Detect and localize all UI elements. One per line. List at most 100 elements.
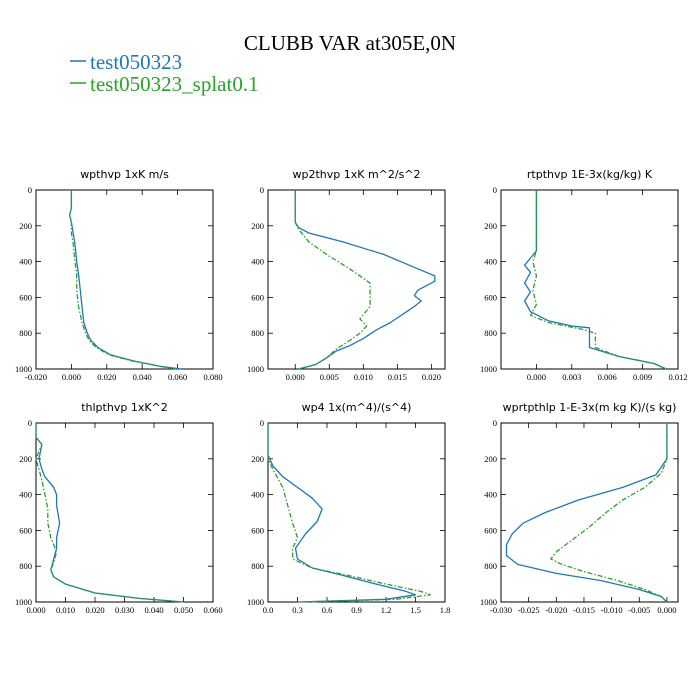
panel-title: wp4 1x(m^4)/(s^4) (302, 401, 412, 414)
y-tick-label: 400 (19, 257, 32, 267)
x-tick-label: 0.010 (56, 605, 75, 615)
y-tick-label: 200 (251, 454, 264, 464)
x-tick-label: 0.3 (292, 605, 303, 615)
panel-title: wp2thvp 1xK m^2/s^2 (292, 168, 420, 181)
x-tick-label: -0.015 (573, 605, 595, 615)
legend-label-test050323-splat: test050323_splat0.1 (90, 72, 259, 96)
plot-frame (500, 422, 679, 603)
y-tick-label: 800 (484, 328, 497, 338)
figure-title: CLUBB VAR at305E,0N (244, 31, 456, 55)
y-tick-label: 200 (19, 454, 32, 464)
y-tick-label: 400 (19, 490, 32, 500)
panel-6: wprtpthlp 1-E-3x(m kg K)/(s kg) 0 200 400 60… (480, 401, 679, 615)
y-tick-label: 1000 (15, 597, 32, 607)
x-tick-label: 0.040 (144, 605, 163, 615)
panel-1: wpthvp 1xK m/s 0 200 400 600 800 1000-0.020 0.0… (15, 168, 223, 382)
y-tick-label: 800 (19, 561, 32, 571)
y-tick-label: 1000 (480, 364, 497, 374)
series-line-test050323 (523, 190, 667, 370)
x-tick-label: 0.012 (668, 372, 687, 382)
y-tick-label: 400 (251, 490, 264, 500)
y-tick-label: 1000 (247, 597, 264, 607)
x-tick-label: 1.2 (381, 605, 392, 615)
x-tick-label: 0.005 (320, 372, 339, 382)
x-tick-label: 0.020 (85, 605, 104, 615)
y-tick-label: 400 (484, 257, 497, 267)
y-tick-label: 0 (28, 185, 32, 195)
x-tick-label: 1.8 (440, 605, 451, 615)
y-tick-label: 200 (484, 454, 497, 464)
x-tick-label: 0.010 (354, 372, 373, 382)
y-tick-label: 1000 (15, 364, 32, 374)
y-tick-label: 600 (251, 292, 264, 302)
y-tick-label: 0 (28, 418, 32, 428)
series-line-test050323-splat (550, 423, 668, 603)
x-tick-label: 0.015 (388, 372, 407, 382)
x-tick-label: 1.5 (410, 605, 421, 615)
legend-label-test050323: test050323 (90, 50, 182, 74)
plot-frame (35, 189, 214, 370)
panel-title: thlpthvp 1xK^2 (81, 401, 168, 414)
series-line-test050323-splat (529, 190, 667, 370)
x-tick-label: 0.040 (133, 372, 152, 382)
x-tick-label: 0.060 (168, 372, 187, 382)
x-tick-label: 0.9 (351, 605, 362, 615)
y-tick-label: 600 (251, 525, 264, 535)
x-tick-label: 0.000 (527, 372, 546, 382)
x-tick-label: -0.010 (601, 605, 623, 615)
x-tick-label: 0.080 (203, 372, 222, 382)
series-line-test050323 (267, 423, 417, 603)
y-tick-label: 400 (484, 490, 497, 500)
y-tick-label: 200 (19, 221, 32, 231)
panel-title: wprtpthlp 1-E-3x(m kg K)/(s kg) (503, 401, 677, 414)
y-tick-label: 600 (19, 525, 32, 535)
y-tick-label: 200 (484, 221, 497, 231)
series-line-test050323 (294, 190, 436, 370)
series-line-test050323-splat (68, 190, 178, 370)
x-tick-label: -0.020 (545, 605, 567, 615)
y-tick-label: 400 (251, 257, 264, 267)
y-tick-label: 0 (493, 418, 497, 428)
x-tick-label: 0.000 (26, 605, 45, 615)
series-line-test050323-splat (267, 423, 431, 603)
panel-title: rtpthvp 1E-3x(kg/kg) K (527, 168, 653, 181)
x-tick-label: 0.060 (203, 605, 222, 615)
x-tick-label: 0.000 (286, 372, 305, 382)
x-tick-label: 0.6 (322, 605, 333, 615)
series-line-test050323-splat (35, 423, 184, 603)
x-tick-label: -0.030 (490, 605, 512, 615)
legend: test050323 test050323_splat0.1 (70, 50, 259, 96)
x-tick-label: 0.0 (263, 605, 274, 615)
plot-frame (267, 189, 446, 370)
plot-frame (500, 189, 679, 370)
y-tick-label: 0 (260, 185, 264, 195)
series-line-test050323-splat (294, 190, 371, 370)
y-tick-label: 800 (251, 561, 264, 571)
y-tick-label: 0 (493, 185, 497, 195)
x-tick-label: 0.030 (115, 605, 134, 615)
panel-3: rtpthvp 1E-3x(kg/kg) K 0 200 400 600 800 1000 0… (480, 168, 688, 382)
panel-2: wp2thvp 1xK m^2/s^2 0 200 400 600 800 1000 0.00… (247, 168, 446, 382)
y-tick-label: 800 (19, 328, 32, 338)
x-tick-label: -0.025 (518, 605, 540, 615)
series-line-test050323 (505, 423, 668, 603)
x-tick-label: 0.000 (62, 372, 81, 382)
y-tick-label: 600 (484, 292, 497, 302)
y-tick-label: 1000 (480, 597, 497, 607)
y-tick-label: 200 (251, 221, 264, 231)
y-tick-label: 800 (251, 328, 264, 338)
y-tick-label: 0 (260, 418, 264, 428)
x-tick-label: -0.005 (628, 605, 650, 615)
y-tick-label: 1000 (247, 364, 264, 374)
x-tick-label: 0.020 (97, 372, 116, 382)
x-tick-label: 0.003 (562, 372, 581, 382)
x-tick-label: 0.050 (174, 605, 193, 615)
x-tick-label: 0.009 (633, 372, 652, 382)
x-tick-label: 0.020 (422, 372, 441, 382)
y-tick-label: 600 (484, 525, 497, 535)
x-tick-label: -0.020 (25, 372, 47, 382)
